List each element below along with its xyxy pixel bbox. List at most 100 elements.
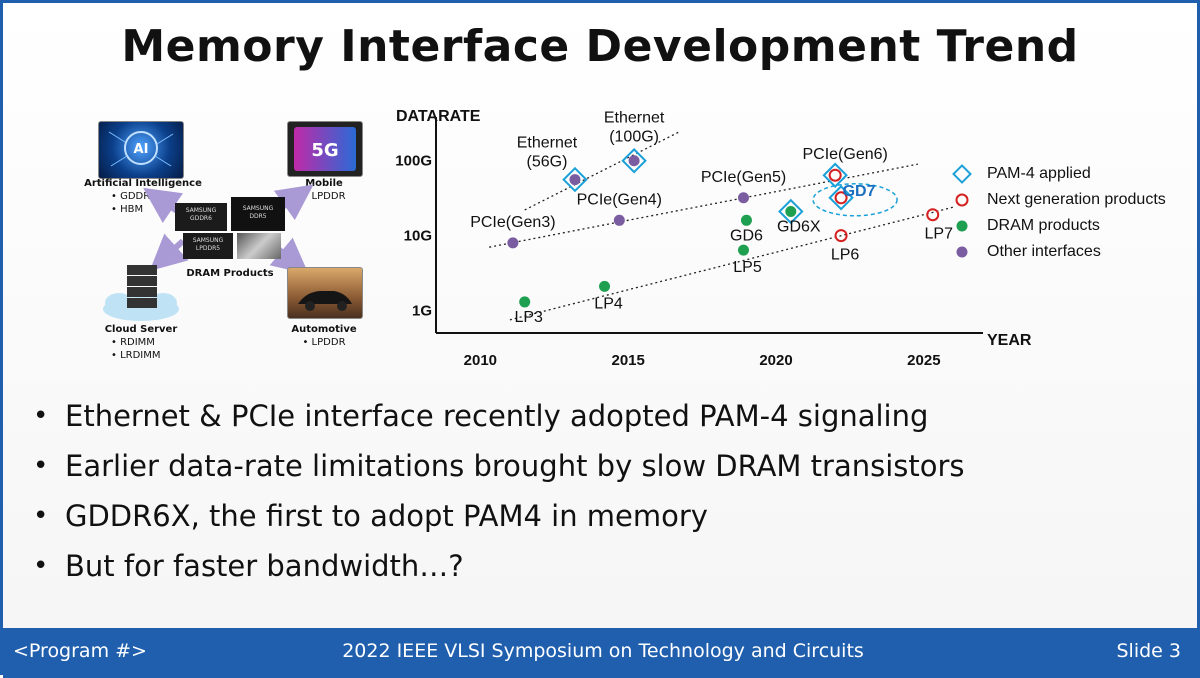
center-label: DRAM Products <box>186 268 274 279</box>
bullet-item: • Earlier data-rate limitations brought b… <box>33 441 965 491</box>
other-interface-marker <box>613 214 625 226</box>
point-label: GD6X <box>777 218 821 235</box>
dram-marker <box>740 214 752 226</box>
other-interface-marker <box>738 192 750 204</box>
y-tick-label: 10G <box>404 228 432 245</box>
bullet-item: • Ethernet & PCIe interface recently adop… <box>33 391 965 441</box>
point-label-line: PCIe(Gen5) <box>701 169 786 186</box>
legend-item-dram: DRAM products <box>951 213 1166 239</box>
auto-title: Automotive <box>291 324 357 335</box>
brain-icon: AI <box>108 131 174 167</box>
gd7-highlight-ellipse <box>812 183 898 217</box>
bullet-item: • But for faster bandwidth…? <box>33 541 965 591</box>
point-label: LP5 <box>733 259 762 276</box>
dram-chips: SAMSUNG GDDR6 SAMSUNG DDR5 SAMSUNG LPDDR5 <box>175 197 285 263</box>
diamond-icon <box>951 163 973 185</box>
bullet-list: • Ethernet & PCIe interface recently adop… <box>33 391 965 591</box>
y-axis-label: DATARATE <box>396 108 481 125</box>
ai-image: AI <box>98 121 184 179</box>
slide-title: Memory Interface Development Trend <box>121 21 1079 72</box>
footer-conference: 2022 IEEE VLSI Symposium on Technology a… <box>342 640 864 662</box>
dram-marker <box>785 205 797 217</box>
point-label: Ethernet (56G) <box>517 135 578 171</box>
mobile-caption: Mobile • LPDDR <box>277 177 371 203</box>
point-label: LP3 <box>514 309 543 326</box>
other-interface-marker <box>628 155 640 167</box>
chip-gddr6: SAMSUNG GDDR6 <box>175 203 227 231</box>
trend-line <box>524 131 679 211</box>
point-label-line: PCIe(Gen3) <box>470 214 555 231</box>
footer-program: <Program #> <box>13 640 147 662</box>
dram-applications-diagram: AI Artificial Intelligence • GDDR • HBM … <box>63 113 393 373</box>
x-axis-label: YEAR <box>987 332 1032 349</box>
mobile-image: 5G <box>287 121 363 177</box>
point-label: LP6 <box>831 247 860 264</box>
point-label-line: Ethernet <box>604 110 665 127</box>
bullet-icon: • <box>33 551 49 581</box>
legend-label: Other interfaces <box>987 243 1101 260</box>
legend-label: Next generation products <box>987 191 1166 208</box>
ai-title: Artificial Intelligence <box>84 178 202 189</box>
green-dot-icon <box>951 215 973 237</box>
ai-item: • HBM <box>111 204 144 215</box>
point-label-line: GD7 <box>843 183 876 200</box>
point-label-line: (100G) <box>609 129 659 146</box>
x-tick-label: 2015 <box>612 352 645 369</box>
ai-item: • GDDR <box>111 191 151 202</box>
car-icon <box>298 291 352 311</box>
cloud-title: Cloud Server <box>104 324 178 335</box>
x-tick-label: 2025 <box>907 352 940 369</box>
pam4-diamond-marker <box>621 147 647 174</box>
point-label-line: LP4 <box>594 295 623 312</box>
point-label: GD6 <box>730 227 763 244</box>
bullet-icon: • <box>33 451 49 481</box>
point-label: LP7 <box>925 226 954 243</box>
next-gen-marker <box>834 191 848 205</box>
server-icon <box>103 265 179 321</box>
legend-label: DRAM products <box>987 217 1100 234</box>
cloud-item: • RDIMM <box>111 337 155 348</box>
datarate-trend-chart: DATARATE YEAR 2010 2015 2020 2025 1G 10G 100G Eth… <box>395 108 1032 369</box>
chip-ddr5: SAMSUNG DDR5 <box>231 197 285 231</box>
next-gen-marker <box>926 208 940 222</box>
automotive-image <box>287 267 363 319</box>
point-label: PCIe(Gen4) <box>577 191 662 208</box>
other-interface-marker <box>507 237 519 249</box>
next-gen-marker <box>828 168 842 182</box>
auto-item: • LPDDR <box>302 337 346 348</box>
dram-marker <box>599 280 611 292</box>
other-interface-marker <box>569 174 581 186</box>
trend-line <box>509 206 954 321</box>
purple-dot-icon <box>951 241 973 263</box>
cloud-image <box>101 263 181 321</box>
x-tick-label: 2020 <box>759 352 792 369</box>
point-label-line: LP5 <box>733 259 762 276</box>
cloud-item: • LRDIMM <box>111 350 161 361</box>
point-label: Ethernet (100G) <box>604 110 665 146</box>
point-label: PCIe(Gen5) <box>701 169 786 186</box>
ai-icon-text: AI <box>134 142 149 157</box>
bullet-text: But for faster bandwidth…? <box>65 549 464 583</box>
ai-caption: Artificial Intelligence • GDDR • HBM <box>83 177 203 216</box>
legend-label: PAM-4 applied <box>987 165 1091 182</box>
legend-item-pam4: PAM-4 applied <box>951 161 1166 187</box>
point-label: GD7 <box>843 183 876 200</box>
pam4-diamond-marker <box>778 198 804 225</box>
point-label: LP4 <box>594 295 623 312</box>
point-label-line: GD6 <box>730 227 763 244</box>
bullet-icon: • <box>33 501 49 531</box>
slide-footer: <Program #> 2022 IEEE VLSI Symposium on … <box>3 628 1200 678</box>
point-label-line: GD6X <box>777 218 821 235</box>
y-tick-label: 100G <box>395 153 432 170</box>
x-tick-label: 2010 <box>464 352 497 369</box>
pam4-diamond-marker <box>562 166 588 193</box>
point-label-line: Ethernet <box>517 135 578 152</box>
point-label-line: PCIe(Gen4) <box>577 191 662 208</box>
dram-marker <box>738 244 750 256</box>
point-label: PCIe(Gen3) <box>470 214 555 231</box>
legend-item-other: Other interfaces <box>951 239 1166 265</box>
phone-icon: 5G <box>294 127 356 171</box>
mobile-item: • LPDDR <box>302 191 346 202</box>
bullet-text: Ethernet & PCIe interface recently adopt… <box>65 399 929 433</box>
